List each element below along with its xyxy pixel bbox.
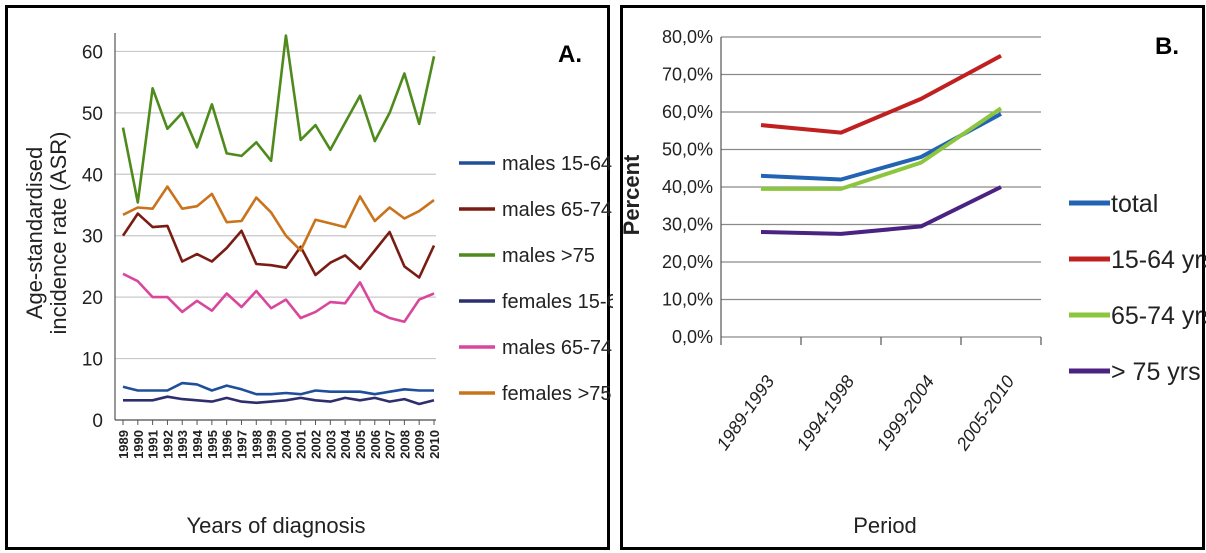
series-line-a-0 (123, 383, 434, 394)
chart-b-xlabel: Period (853, 513, 917, 538)
series-line-a-4 (123, 274, 434, 322)
chart-b-legend: total 15-64 yrs 65-74 yrs > 75 yrs (1069, 190, 1206, 386)
x-tick-label: 1989-1993 (713, 372, 779, 454)
series-line-b-1 (761, 56, 1001, 133)
legend-label: males 65-74 (502, 199, 612, 221)
x-tick-label: 1999 (264, 430, 279, 459)
y-tick-label: 70,0% (662, 65, 713, 85)
x-tick-label: 1995 (205, 430, 220, 459)
x-tick-label: 1989 (116, 430, 131, 459)
y-tick-label: 80,0% (662, 27, 713, 47)
x-tick-label: 2009 (412, 430, 427, 459)
y-tick-label: 30,0% (662, 215, 713, 235)
x-tick-label: 2008 (397, 430, 412, 459)
series-line-a-5 (123, 187, 434, 251)
chart-a-xlabel: Years of diagnosis (187, 513, 366, 538)
series-line-a-3 (123, 397, 434, 404)
y-tick-label: 60,0% (662, 102, 713, 122)
x-tick-label: 1990 (131, 430, 146, 459)
legend-label: females >75 (502, 383, 612, 405)
y-tick-label: 30 (82, 227, 103, 248)
y-tick-label: 40 (82, 165, 103, 186)
chart-b-series (761, 56, 1001, 234)
x-tick-label: 2002 (309, 430, 324, 459)
x-tick-label: 2005-2010 (952, 372, 1018, 455)
chart-a-ylabel-line2: incidence rate (ASR) (46, 132, 71, 335)
x-tick-label: 2004 (338, 429, 353, 459)
legend-label: males >75 (502, 245, 595, 267)
x-tick-label: 2006 (368, 430, 383, 459)
x-tick-label: 1996 (220, 430, 235, 459)
panel-b: 0,0% 10,0% 20,0% 30,0% 40,0% 50,0% 60,0% 70,0% 8… (620, 5, 1205, 550)
y-tick-label: 0 (92, 411, 103, 432)
y-tick-label: 20,0% (662, 252, 713, 272)
x-tick-label: 2001 (294, 430, 309, 459)
panel-a: 0 10 20 30 40 50 60 1989 1990 1991 1992 1993 1994 199… (5, 5, 610, 550)
x-tick-label: 2005 (353, 430, 368, 459)
x-tick-label: 1992 (160, 430, 175, 459)
x-tick-label: 2000 (279, 430, 294, 459)
x-tick-label: 1994-1998 (793, 372, 859, 454)
y-tick-label: 50 (82, 104, 103, 125)
panel-b-label: B. (1155, 33, 1179, 60)
series-line-a-2 (123, 36, 434, 203)
chart-a-ylabel-line1: Age-standardised (22, 147, 47, 319)
chart-a-legend: males 15-64 males 65-74 males >75 females 1… (459, 153, 613, 405)
legend-label: males 65-74 (502, 337, 612, 359)
y-tick-label: 10,0% (662, 290, 713, 310)
y-tick-label: 10 (82, 350, 103, 371)
y-tick-label: 40,0% (662, 177, 713, 197)
series-line-b-0 (761, 114, 1001, 180)
y-tick-label: 20 (82, 288, 103, 309)
y-tick-label: 60 (82, 42, 103, 63)
y-tick-label: 0,0% (672, 327, 713, 347)
x-tick-label: 1991 (146, 430, 161, 459)
x-tick-label: 2007 (383, 430, 398, 459)
legend-label: 65-74 yrs (1111, 302, 1206, 330)
legend-label: females 15-64 (502, 291, 613, 313)
chart-b-axes: 0,0% 10,0% 20,0% 30,0% 40,0% 50,0% 60,0% 70,0% 8… (662, 27, 1041, 455)
x-tick-label: 2003 (323, 430, 338, 459)
legend-label: 15-64 yrs (1111, 246, 1206, 274)
series-line-b-3 (761, 187, 1001, 234)
legend-label: > 75 yrs (1111, 358, 1201, 386)
chart-b-ylabel: Percent (623, 154, 644, 235)
x-tick-label: 1994 (190, 429, 205, 459)
x-tick-label: 2010 (427, 430, 442, 459)
x-tick-label: 1999-2004 (873, 372, 939, 454)
x-tick-label: 1993 (175, 430, 190, 459)
chart-a-series (123, 36, 434, 405)
x-tick-label: 1998 (249, 430, 264, 459)
legend-label: males 15-64 (502, 153, 612, 175)
chart-b: 0,0% 10,0% 20,0% 30,0% 40,0% 50,0% 60,0% 70,0% 8… (623, 8, 1206, 553)
panel-a-label: A. (558, 41, 582, 68)
legend-label: total (1111, 190, 1158, 218)
x-tick-label: 1997 (234, 430, 249, 459)
y-tick-label: 50,0% (662, 140, 713, 160)
